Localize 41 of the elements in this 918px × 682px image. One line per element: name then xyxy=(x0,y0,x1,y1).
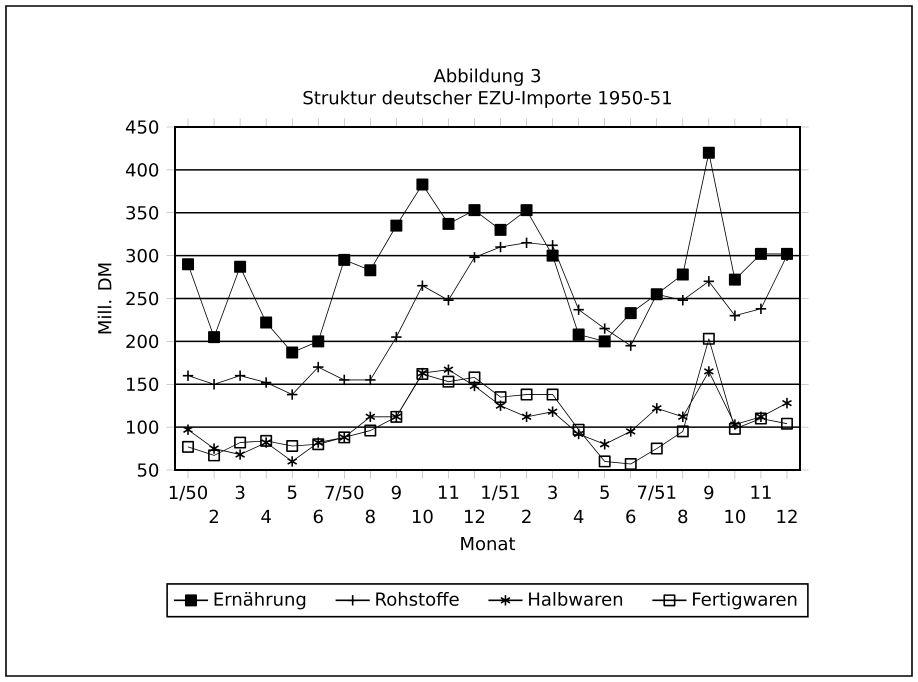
x-tick-label: 6 xyxy=(626,510,636,524)
x-tick-label: 4 xyxy=(574,510,584,523)
y-tick-label: 100 xyxy=(127,420,158,434)
x-tick-label: 5 xyxy=(600,486,609,499)
x-tick-label: 10 xyxy=(725,510,746,524)
x-tick-label: 4 xyxy=(261,510,271,523)
x-tick-label: 3 xyxy=(548,486,557,500)
y-tick-label: 200 xyxy=(126,334,158,348)
y-tick-label: 400 xyxy=(126,163,158,177)
y-tick-label: 150 xyxy=(127,377,158,392)
x-tick-label: 2 xyxy=(210,510,218,523)
x-tick-label: 8 xyxy=(366,510,375,524)
x-tick-label: 2 xyxy=(522,510,530,523)
y-tick-label: 250 xyxy=(126,292,158,306)
x-tick-label: 11 xyxy=(438,486,458,499)
y-tick-label: 50 xyxy=(138,463,158,477)
legend-label: Halbwaren xyxy=(529,592,622,606)
x-tick-label: 10 xyxy=(412,510,433,524)
x-tick-label: 11 xyxy=(751,486,771,499)
legend-label: Rohstoffe xyxy=(376,592,459,606)
x-tick-label: 9 xyxy=(704,486,714,500)
x-tick-label: 5 xyxy=(288,486,296,499)
legend-label: Ernährung xyxy=(214,592,306,610)
x-tick-label: 3 xyxy=(236,486,244,500)
x-tick-label: 6 xyxy=(314,510,323,524)
y-tick-label: 450 xyxy=(126,120,158,134)
legend-label: Fertigwaren xyxy=(693,592,796,610)
x-tick-label: 7/50 xyxy=(326,486,364,501)
y-tick-label: 350 xyxy=(126,206,158,220)
y-tick-label: 300 xyxy=(126,248,158,262)
x-tick-label: 1/50 xyxy=(170,486,208,501)
x-tick-label: 9 xyxy=(392,486,401,500)
x-tick-label: 8 xyxy=(678,510,688,524)
x-tick-label: 12 xyxy=(465,510,484,523)
y-axis-title: Mill. DM xyxy=(98,264,112,334)
x-tick-label: 7/51 xyxy=(638,486,676,500)
x-tick-label: 1/51 xyxy=(482,486,520,500)
chart-title: Abbildung 3 xyxy=(434,68,540,86)
x-axis-title: Monat xyxy=(461,537,516,550)
chart-subtitle: Struktur deutscher EZU-Importe 1950-51 xyxy=(304,90,671,108)
x-tick-label: 12 xyxy=(778,510,797,523)
